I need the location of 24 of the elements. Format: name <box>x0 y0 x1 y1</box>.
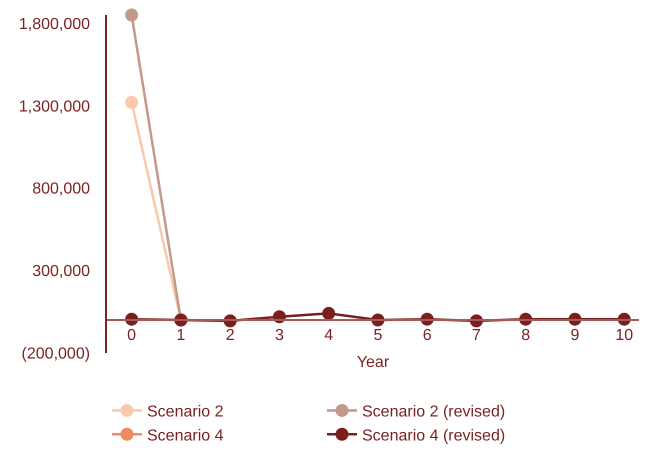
x-axis-title: Year <box>356 354 390 372</box>
y-tick-label: 1,800,000 <box>18 16 90 33</box>
x-tick-label: 6 <box>422 326 432 344</box>
x-tick-label: 2 <box>226 326 235 344</box>
x-tick-label: 5 <box>373 326 382 344</box>
y-tick-label: 800,000 <box>32 180 90 198</box>
y-tick-label: 1,300,000 <box>18 98 90 116</box>
x-tick-label: 4 <box>324 326 334 344</box>
x-tick-label: 10 <box>615 326 634 344</box>
legend-label: Scenario 2 <box>147 404 224 421</box>
legend-label: Scenario 2 (revised) <box>362 404 506 421</box>
x-tick-label: 9 <box>570 326 580 344</box>
x-tick-label: 0 <box>127 326 136 344</box>
x-tick-label: 3 <box>274 326 284 344</box>
point <box>125 8 138 22</box>
y-tick-label: 300,000 <box>32 263 90 280</box>
x-tick-label: 7 <box>472 326 481 344</box>
legend-label: Scenario 4 (revised) <box>362 428 506 444</box>
point <box>322 306 336 320</box>
x-tick-label: 1 <box>176 326 186 344</box>
point <box>125 96 138 109</box>
y-tick-label: (200,000) <box>22 346 90 363</box>
legend-label: Scenario 4 <box>147 428 224 444</box>
x-tick-label: 8 <box>521 326 530 344</box>
